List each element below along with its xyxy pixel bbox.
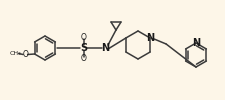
- Text: O: O: [22, 50, 28, 59]
- Text: N: N: [101, 43, 109, 53]
- Text: S: S: [80, 43, 87, 53]
- Text: N: N: [191, 38, 199, 48]
- Text: O: O: [81, 54, 87, 63]
- Text: O: O: [81, 33, 87, 42]
- Text: N: N: [145, 33, 153, 43]
- Text: CH₃: CH₃: [10, 51, 21, 56]
